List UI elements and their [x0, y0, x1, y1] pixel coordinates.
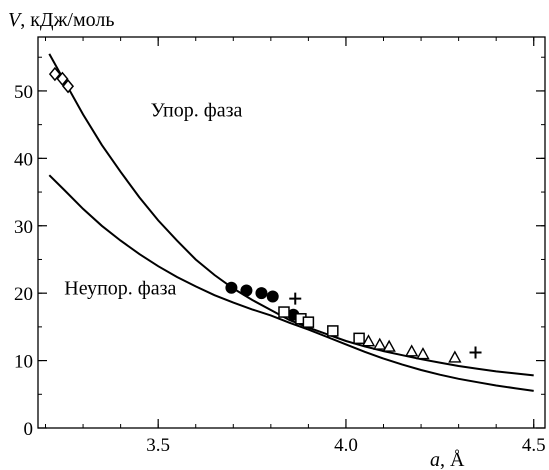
- data-point-circle: [255, 287, 268, 300]
- y-tick-label: 10: [14, 352, 33, 373]
- data-point-triangle: [416, 347, 430, 360]
- series-curve: [48, 53, 534, 377]
- data-point-plus: [289, 292, 302, 305]
- data-point-square: [278, 306, 290, 318]
- data-point-square: [302, 316, 315, 328]
- data-point-square: [327, 325, 339, 337]
- plot-area: 3.5 4.0 4.5 0 10 20 30 40 50 Упор. фаза Неупор. фа…: [14, 36, 546, 456]
- x-axis-label: a, Å: [430, 449, 465, 470]
- curve-annotation: Неупор. фаза: [64, 278, 176, 300]
- x-tick-label: 3.5: [146, 435, 170, 456]
- data-point-circle: [240, 284, 253, 297]
- series-curve: [48, 174, 534, 392]
- data-point-triangle: [361, 334, 376, 347]
- data-point-circle: [266, 290, 279, 303]
- data-point-plus: [469, 346, 482, 359]
- y-tick-label: 20: [14, 284, 33, 305]
- y-tick-label: 50: [14, 82, 33, 103]
- curve-annotation: Упор. фаза: [151, 100, 243, 122]
- data-point-triangle: [382, 339, 396, 352]
- data-point-triangle: [373, 337, 387, 350]
- data-point-diamond: [62, 79, 75, 94]
- data-point-diamond: [48, 66, 61, 82]
- data-point-triangle: [448, 350, 462, 363]
- plot-frame: [37, 36, 546, 429]
- data-point-triangle: [404, 344, 419, 357]
- y-tick-label: 40: [14, 149, 33, 170]
- y-tick-label: 0: [24, 419, 34, 440]
- data-point-diamond: [56, 71, 69, 86]
- y-tick-label: 30: [14, 217, 33, 238]
- x-tick-label: 4.5: [522, 435, 546, 456]
- x-tick-label: 4.0: [334, 435, 358, 456]
- y-axis-label: V, кДж/моль: [8, 9, 114, 31]
- data-point-square: [353, 332, 365, 345]
- data-point-circle: [225, 281, 238, 294]
